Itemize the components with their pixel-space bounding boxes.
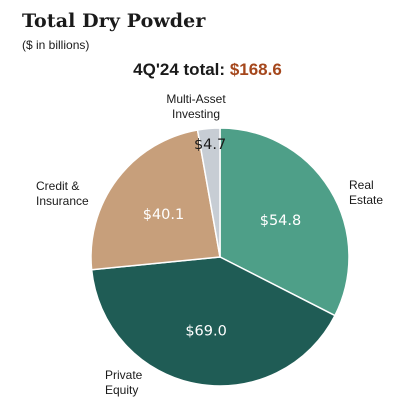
pie-category-labels: Real Estate Private Equity Credit & Insurance… (36, 92, 383, 397)
pie-category-label-line: Real (349, 178, 374, 192)
total-value: $168.6 (229, 60, 282, 79)
pie-category-label: Private Equity (105, 368, 143, 397)
pie-slice-real-estate (219, 127, 350, 317)
pie-category-label: Multi-Asset Investing (166, 92, 226, 121)
pie-category-label-line: Private (105, 368, 143, 382)
pie-value-label: $4.7 (194, 137, 226, 153)
pie-slices (90, 127, 350, 387)
pie-category-label: Real Estate (349, 178, 383, 207)
pie-value-label: $54.8 (260, 213, 302, 229)
pie-value-label: $40.1 (143, 207, 185, 223)
pie-value-label: $69.0 (185, 324, 227, 340)
pie-category-label-line: Credit & (36, 179, 79, 193)
pie-category-label-line: Multi-Asset (166, 92, 226, 106)
total-label: 4Q'24 total: (133, 60, 226, 79)
pie-category-label-line: Insurance (36, 194, 89, 208)
chart-title: Total Dry Powder (22, 10, 206, 32)
pie-category-label: Credit & Insurance (36, 179, 89, 208)
pie-slice-credit-insurance (90, 129, 221, 271)
pie-value-labels: $54.8 $69.0 $40.1 $4.7 (143, 137, 302, 340)
pie-category-label-line: Equity (105, 383, 138, 397)
pie-category-label-line: Investing (172, 107, 220, 121)
total-line: 4Q'24 total: $168.6 (0, 60, 415, 80)
pie-slice-private-equity (90, 256, 336, 387)
pie-slice-multi-asset-investing (196, 127, 221, 258)
pie-category-label-line: Estate (349, 193, 383, 207)
chart-subtitle: ($ in billions) (22, 38, 90, 52)
